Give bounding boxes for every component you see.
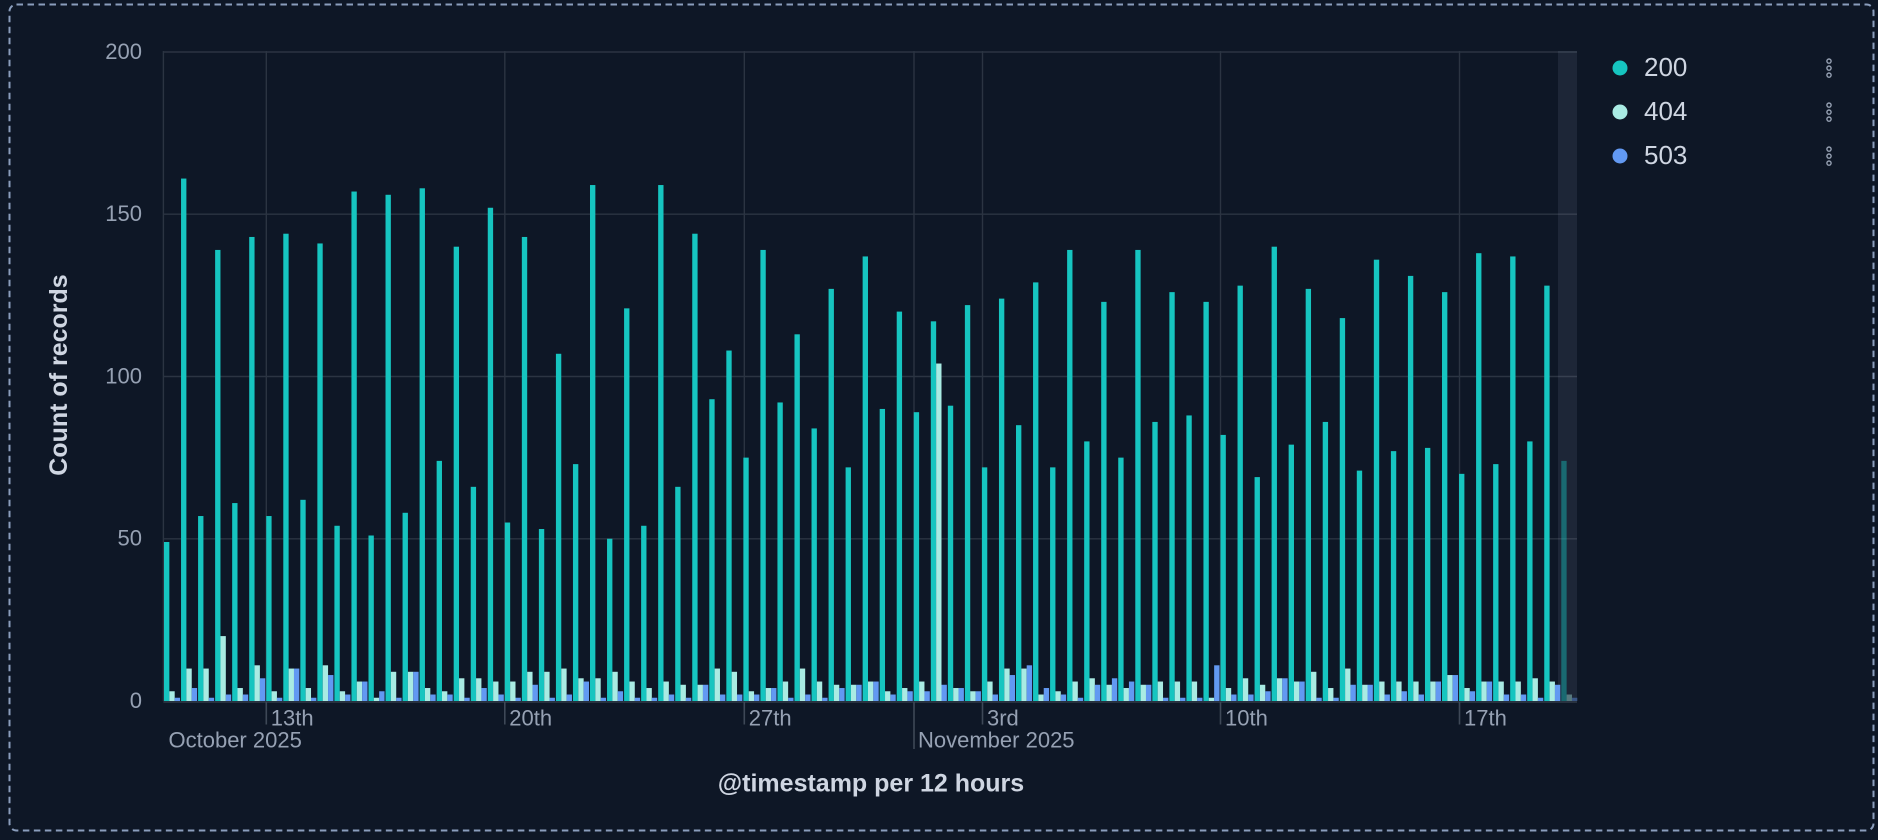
svg-text:0: 0 xyxy=(130,688,142,713)
svg-text:27th: 27th xyxy=(749,706,792,731)
svg-text:503: 503 xyxy=(1644,140,1687,170)
svg-text:10th: 10th xyxy=(1225,706,1268,731)
svg-text:20th: 20th xyxy=(509,706,552,731)
svg-text:404: 404 xyxy=(1644,96,1687,126)
svg-text:Count of records: Count of records xyxy=(45,274,73,475)
svg-text:17th: 17th xyxy=(1464,706,1507,731)
svg-text:150: 150 xyxy=(105,201,142,226)
svg-text:3rd: 3rd xyxy=(987,706,1019,731)
svg-text:100: 100 xyxy=(105,363,142,388)
svg-text:200: 200 xyxy=(1644,52,1687,82)
svg-text:@timestamp per 12 hours: @timestamp per 12 hours xyxy=(718,770,1024,798)
svg-text:November 2025: November 2025 xyxy=(918,727,1075,752)
svg-text:50: 50 xyxy=(118,526,142,551)
svg-text:13th: 13th xyxy=(271,706,314,731)
svg-text:October 2025: October 2025 xyxy=(169,727,302,752)
svg-text:200: 200 xyxy=(105,39,142,64)
